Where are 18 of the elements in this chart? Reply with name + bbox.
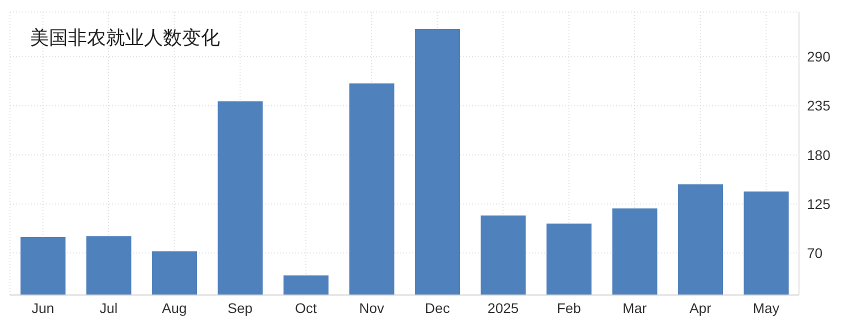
text: 美国非农就业人数变化 [30,27,220,49]
x-tick-label: Oct [294,300,317,316]
x-tick-label: 2025 [488,300,519,316]
y-tick-label: 290 [807,48,831,65]
x-tick-label: Mar [622,300,648,316]
x-tick-label: Feb [556,300,582,316]
x-tick-label: May [752,300,780,316]
y-tick-label: 235 [807,98,831,114]
x-tick-label: Apr [689,300,712,316]
y-tick-label: 125 [807,196,831,212]
x-tick-label: Jun [32,300,54,316]
y-tick-label: 70 [807,245,823,262]
x-tick-label: Jul [100,300,118,316]
x-tick-label: Dec [424,300,450,316]
x-tick-label: Sep [228,300,253,316]
x-tick-label: Nov [359,300,384,316]
x-tick-label: Aug [162,300,187,316]
y-tick-label: 180 [807,146,831,163]
